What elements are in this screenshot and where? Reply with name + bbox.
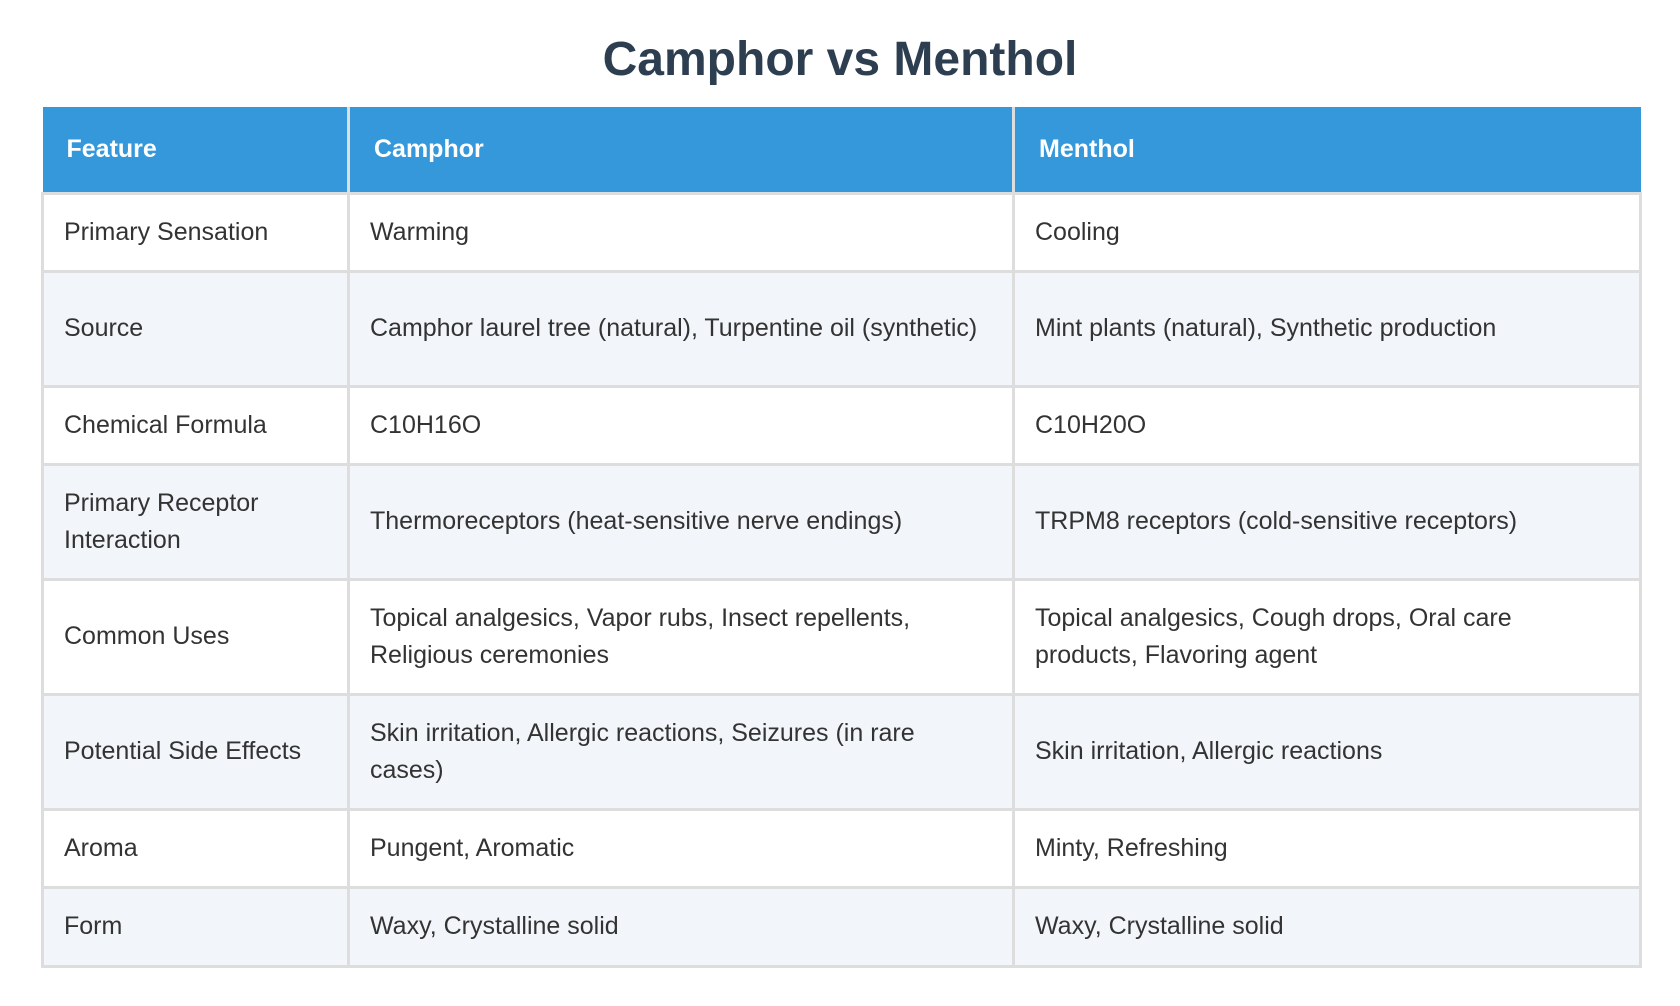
feature-cell: Chemical Formula — [41, 384, 350, 466]
feature-cell: Common Uses — [41, 577, 350, 696]
camphor-cell: Warming — [347, 191, 1015, 273]
table-row: Aroma Pungent, Aromatic Minty, Refreshin… — [41, 807, 1642, 889]
table-row: Source Camphor laurel tree (natural), Tu… — [41, 269, 1642, 388]
camphor-cell: Waxy, Crystalline solid — [347, 885, 1015, 968]
camphor-cell: Camphor laurel tree (natural), Turpentin… — [347, 269, 1015, 388]
camphor-cell: Thermoreceptors (heat-sensitive nerve en… — [347, 462, 1015, 581]
camphor-cell: Skin irritation, Allergic reactions, Sei… — [347, 692, 1015, 811]
page-title: Camphor vs Menthol — [602, 33, 1078, 86]
feature-cell: Form — [41, 885, 350, 968]
camphor-cell: Topical analgesics, Vapor rubs, Insect r… — [347, 577, 1015, 696]
menthol-cell: Waxy, Crystalline solid — [1012, 885, 1642, 968]
camphor-cell: Pungent, Aromatic — [347, 807, 1015, 889]
comparison-table-container: Feature Camphor Menthol Primary Sensatio… — [41, 107, 1642, 968]
menthol-cell: Cooling — [1012, 191, 1642, 273]
menthol-cell: C10H20O — [1012, 384, 1642, 466]
menthol-cell: TRPM8 receptors (cold-sensitive receptor… — [1012, 462, 1642, 581]
menthol-cell: Topical analgesics, Cough drops, Oral ca… — [1012, 577, 1642, 696]
table-row: Form Waxy, Crystalline solid Waxy, Cryst… — [41, 885, 1642, 968]
menthol-cell: Skin irritation, Allergic reactions — [1012, 692, 1642, 811]
feature-cell: Aroma — [41, 807, 350, 889]
menthol-cell: Mint plants (natural), Synthetic product… — [1012, 269, 1642, 388]
table-row: Common Uses Topical analgesics, Vapor ru… — [41, 577, 1642, 696]
header-camphor: Camphor — [347, 107, 1015, 193]
table-row: Chemical Formula C10H16O C10H20O — [41, 384, 1642, 466]
table-row: Potential Side Effects Skin irritation, … — [41, 692, 1642, 811]
menthol-cell: Minty, Refreshing — [1012, 807, 1642, 889]
table-row: Primary Sensation Warming Cooling — [41, 191, 1642, 273]
header-menthol: Menthol — [1012, 107, 1641, 193]
header-feature: Feature — [42, 107, 350, 193]
feature-cell: Primary Sensation — [41, 191, 350, 273]
table-row: Primary Receptor Interaction Thermorecep… — [41, 462, 1642, 581]
feature-cell: Primary Receptor Interaction — [41, 462, 350, 581]
comparison-table: Feature Camphor Menthol Primary Sensatio… — [41, 107, 1642, 968]
header-row: Feature Camphor Menthol — [42, 107, 1641, 193]
camphor-cell: C10H16O — [347, 384, 1015, 466]
feature-cell: Source — [41, 269, 350, 388]
feature-cell: Potential Side Effects — [41, 692, 350, 811]
